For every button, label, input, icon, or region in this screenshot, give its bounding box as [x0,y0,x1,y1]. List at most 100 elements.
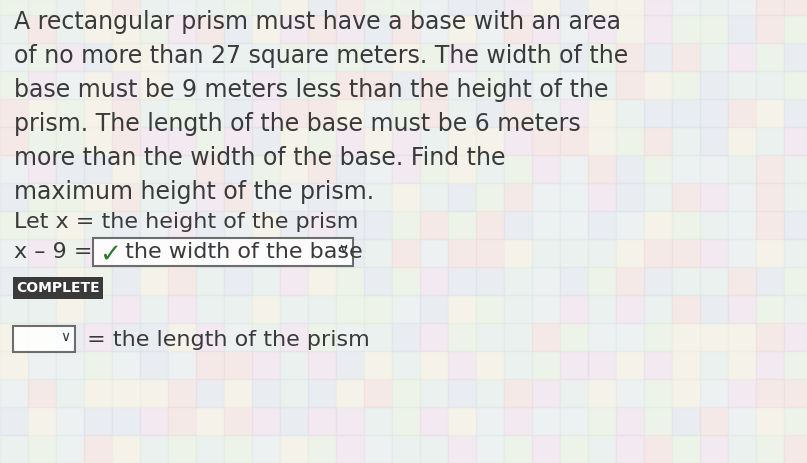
Bar [420,127,448,155]
Bar [756,295,784,323]
Bar [84,155,112,183]
Bar [476,43,504,71]
Bar [728,183,756,211]
Bar [252,99,280,127]
Bar [84,435,112,463]
Bar [616,0,644,15]
Bar [28,15,56,43]
Bar [756,323,784,351]
Bar [168,379,196,407]
Bar [476,351,504,379]
Bar [560,155,588,183]
Bar [112,71,140,99]
Bar [504,379,532,407]
Bar [644,211,672,239]
Bar [28,71,56,99]
Bar [168,351,196,379]
Bar [112,155,140,183]
Bar [616,43,644,71]
Bar [84,15,112,43]
Bar [476,435,504,463]
Bar [616,351,644,379]
Bar [196,435,224,463]
Bar [476,0,504,15]
Bar [252,435,280,463]
Bar [588,127,616,155]
Bar [140,183,168,211]
Bar [756,183,784,211]
Bar [700,351,728,379]
Bar [784,99,807,127]
Bar [532,127,560,155]
Bar [672,323,700,351]
Bar [560,351,588,379]
Bar [168,71,196,99]
Bar [56,407,84,435]
Bar [56,295,84,323]
Bar [112,379,140,407]
Bar [420,99,448,127]
Bar [588,351,616,379]
Text: Let x = the height of the prism: Let x = the height of the prism [14,212,358,232]
Bar [392,127,420,155]
Bar [700,295,728,323]
Bar [532,15,560,43]
Bar [588,43,616,71]
Bar [280,43,308,71]
Bar [140,407,168,435]
Bar [112,99,140,127]
Bar [28,295,56,323]
Bar [28,0,56,15]
Text: x – 9 =: x – 9 = [14,242,99,262]
Bar [448,43,476,71]
Bar [196,211,224,239]
Bar [560,435,588,463]
Bar [756,0,784,15]
Bar [616,239,644,267]
Bar [336,99,364,127]
Bar [196,71,224,99]
Bar [644,0,672,15]
Bar [56,323,84,351]
Bar [616,15,644,43]
Bar [336,435,364,463]
Bar [784,323,807,351]
Bar [336,127,364,155]
Bar [364,183,392,211]
Bar [756,99,784,127]
Bar [700,155,728,183]
Bar [168,155,196,183]
Bar [476,323,504,351]
Bar [308,43,336,71]
Bar [756,15,784,43]
Bar [0,99,28,127]
Bar [112,239,140,267]
Bar [420,71,448,99]
Bar [728,211,756,239]
Bar [84,71,112,99]
Bar [560,99,588,127]
Bar [420,15,448,43]
Bar [560,239,588,267]
Bar [756,267,784,295]
Bar [252,267,280,295]
Bar [112,0,140,15]
Bar [476,155,504,183]
Bar [448,239,476,267]
Bar [84,239,112,267]
Bar [336,239,364,267]
Text: ∨: ∨ [60,330,70,344]
Bar [252,211,280,239]
Bar [84,211,112,239]
Bar [504,211,532,239]
Bar [504,155,532,183]
Bar [364,435,392,463]
Bar [252,295,280,323]
Bar [140,155,168,183]
Text: the width of the base: the width of the base [118,242,362,262]
Bar [364,211,392,239]
Bar [252,43,280,71]
Bar [476,71,504,99]
Bar [224,379,252,407]
Bar [448,351,476,379]
